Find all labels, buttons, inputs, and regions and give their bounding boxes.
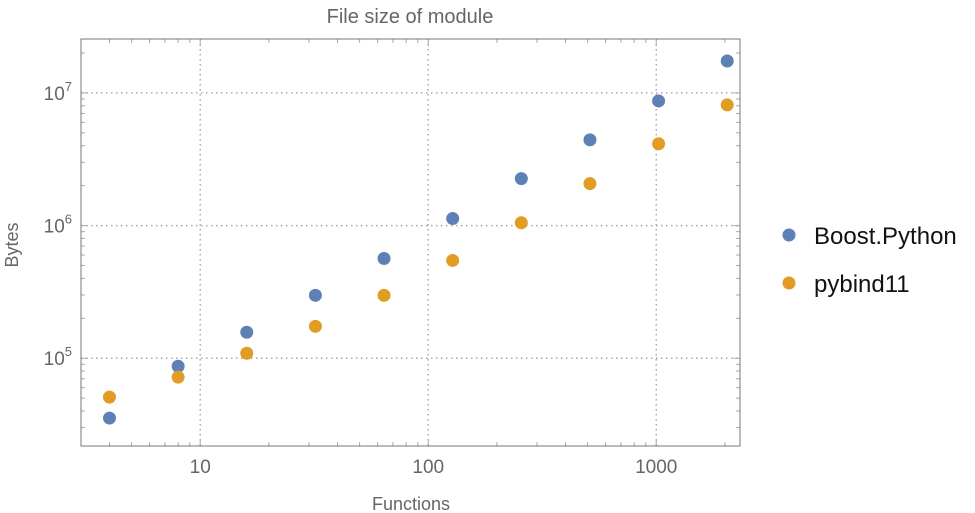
point-pybind11 (102, 390, 116, 404)
point-boost-python (377, 251, 391, 265)
point-boost-python (514, 172, 528, 186)
y-tick-exponent: 6 (65, 212, 72, 227)
point-boost-python (171, 359, 185, 373)
y-tick-label: 106 (44, 212, 72, 238)
x-tick-label: 100 (412, 457, 444, 478)
data-points (102, 54, 734, 425)
point-pybind11 (240, 346, 254, 360)
y-tick-base: 10 (44, 217, 65, 238)
point-boost-python (308, 288, 322, 302)
point-boost-python (720, 54, 734, 68)
point-boost-python (240, 325, 254, 339)
legend-marker-boost-python (782, 228, 796, 242)
point-boost-python (652, 94, 666, 108)
point-pybind11 (652, 137, 666, 151)
x-tick-label: 1000 (635, 457, 677, 478)
point-boost-python (583, 133, 597, 147)
minor-ticks (80, 39, 740, 446)
legend-label-pybind11: pybind11 (814, 271, 910, 298)
x-tick-label: 10 (190, 457, 211, 478)
point-pybind11 (446, 253, 460, 267)
point-boost-python (446, 212, 460, 226)
y-axis-label: Bytes (2, 222, 22, 267)
point-pybind11 (514, 216, 528, 230)
point-boost-python (102, 411, 116, 425)
y-tick-exponent: 5 (65, 344, 72, 359)
plot-frame (80, 38, 741, 447)
legend: Boost.Python pybind11 (782, 223, 957, 298)
y-tick-exponent: 7 (65, 79, 72, 94)
grid (81, 39, 740, 446)
legend-label-boost-python: Boost.Python (814, 223, 957, 250)
x-tick-labels: 10 100 1000 (190, 457, 678, 478)
legend-marker-pybind11 (782, 276, 796, 290)
y-tick-label: 107 (44, 79, 72, 105)
point-pybind11 (720, 98, 734, 112)
y-tick-base: 10 (44, 84, 65, 105)
point-pybind11 (583, 177, 597, 191)
point-pybind11 (377, 288, 391, 302)
chart-title: File size of module (327, 6, 494, 28)
y-tick-label: 105 (44, 344, 72, 370)
point-pybind11 (171, 370, 185, 384)
y-tick-base: 10 (44, 349, 65, 370)
x-axis-label: Functions (372, 494, 450, 513)
point-pybind11 (308, 319, 322, 333)
